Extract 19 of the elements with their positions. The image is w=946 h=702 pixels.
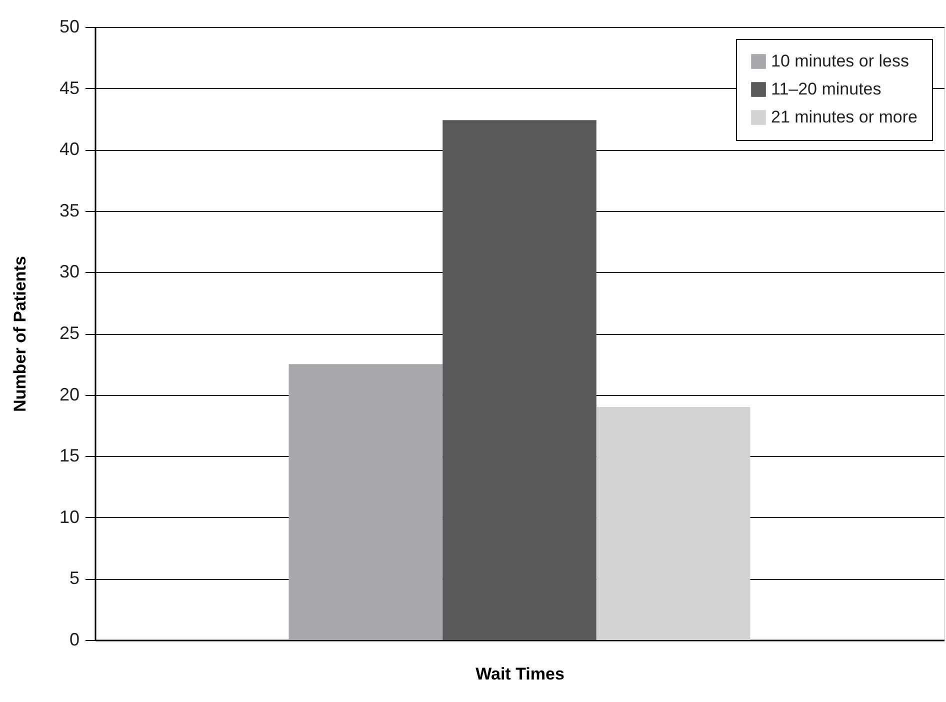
- bar: [288, 364, 443, 640]
- legend-label: 11–20 minutes: [771, 80, 882, 98]
- y-tick-label: 20: [59, 384, 80, 404]
- y-tick-label: 0: [69, 630, 80, 650]
- y-tick-label: 35: [59, 200, 80, 220]
- y-tick-label: 50: [59, 16, 80, 36]
- legend-label: 21 minutes or more: [771, 108, 918, 126]
- y-tick-label: 15: [59, 446, 80, 466]
- y-tick-label: 40: [59, 139, 80, 160]
- y-tick-label: 30: [59, 262, 80, 282]
- y-axis-title: Number of Patients: [10, 256, 30, 412]
- y-tick-label: 5: [69, 568, 80, 588]
- x-axis-title: Wait Times: [476, 664, 564, 684]
- legend-label: 10 minutes or less: [771, 52, 909, 70]
- y-tick-label: 45: [59, 78, 80, 98]
- y-tick-label: 25: [59, 323, 80, 343]
- y-tick-label: 10: [59, 506, 80, 527]
- bar: [596, 407, 750, 640]
- bar: [442, 120, 596, 640]
